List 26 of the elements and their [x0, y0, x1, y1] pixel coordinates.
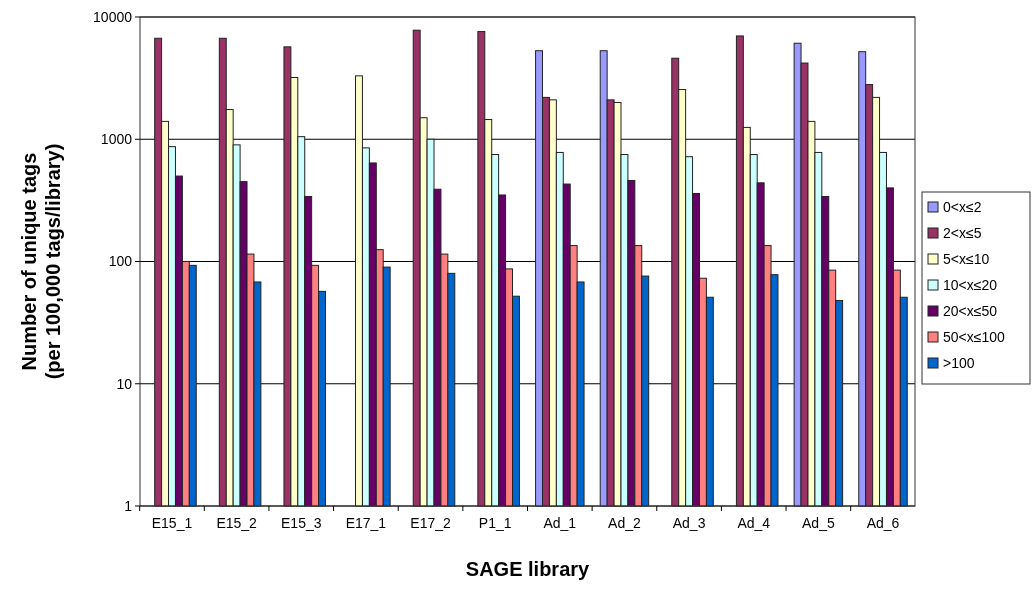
- y-tick-label: 1: [124, 497, 133, 514]
- y-axis-title: Number of unique tags (per 100,000 tags/library): [18, 143, 64, 380]
- legend-label: 0<x≤2: [943, 198, 982, 215]
- legend-label: 20<x≤50: [943, 302, 998, 319]
- y-tick-label: 100: [108, 253, 133, 270]
- legend-label: >100: [943, 354, 975, 371]
- y-tick-label: 10000: [93, 8, 133, 25]
- y-tick-label: 1000: [100, 131, 133, 148]
- legend-label: 2<x≤5: [943, 224, 982, 241]
- legend-label: 50<x≤100: [943, 328, 1005, 345]
- x-axis-title: SAGE library: [465, 558, 591, 580]
- x-tick-label: Ad_3: [672, 515, 706, 531]
- x-tick-label: E15_2: [216, 515, 258, 531]
- x-tick-label: Ad_1: [543, 515, 577, 531]
- x-tick-label: E17_2: [410, 515, 451, 531]
- x-tick-label: Ad_2: [608, 515, 642, 531]
- x-tick-label: E17_1: [345, 515, 387, 531]
- legend-label: 10<x≤20: [943, 276, 998, 293]
- x-tick-label: Ad_4: [737, 515, 771, 531]
- x-tick-label: E15_1: [151, 515, 193, 531]
- x-tick-label: E15_3: [281, 515, 322, 531]
- y-tick-label: 10: [116, 375, 133, 392]
- x-tick-label: P1_1: [478, 515, 512, 531]
- legend-label: 5<x≤10: [943, 250, 990, 267]
- x-tick-label: Ad_6: [866, 515, 900, 531]
- x-tick-label: Ad_5: [802, 515, 835, 531]
